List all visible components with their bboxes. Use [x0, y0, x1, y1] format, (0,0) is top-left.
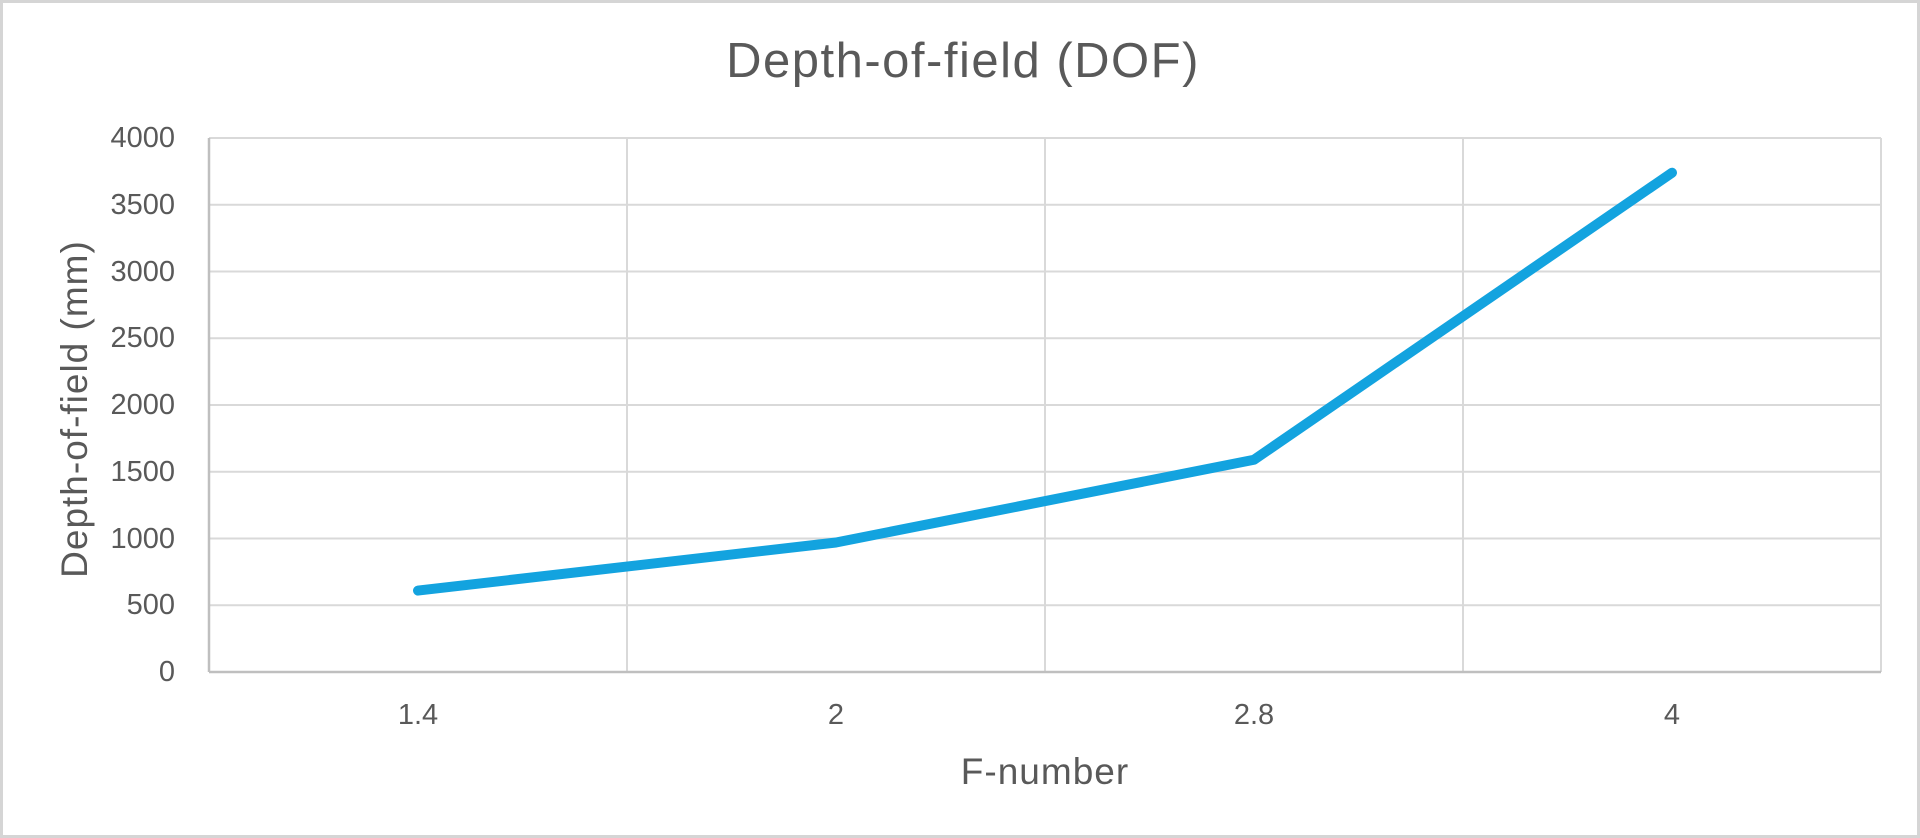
y-tick-label: 2000: [110, 389, 175, 421]
y-tick-label: 4000: [110, 122, 175, 154]
y-tick-label: 3500: [110, 188, 175, 221]
y-tick-label: 500: [126, 589, 175, 622]
x-axis-title: F-number: [960, 751, 1130, 792]
chart-title: Depth-of-field (DOF): [726, 34, 1200, 88]
x-tick-label: 1.4: [397, 699, 439, 731]
dof-series-line: [413, 167, 1677, 596]
y-tick-label: 1000: [110, 522, 175, 555]
y-tick-label: 3000: [110, 255, 175, 288]
y-tick-label: 2500: [110, 322, 175, 355]
plot-area: [207, 137, 1882, 674]
y-tick-label: 0: [158, 656, 175, 688]
y-tick-label: 1500: [110, 455, 175, 488]
x-tick-label: 2: [827, 699, 845, 731]
x-tick-label: 2.8: [1233, 699, 1275, 731]
x-tick-label: 4: [1663, 699, 1681, 731]
